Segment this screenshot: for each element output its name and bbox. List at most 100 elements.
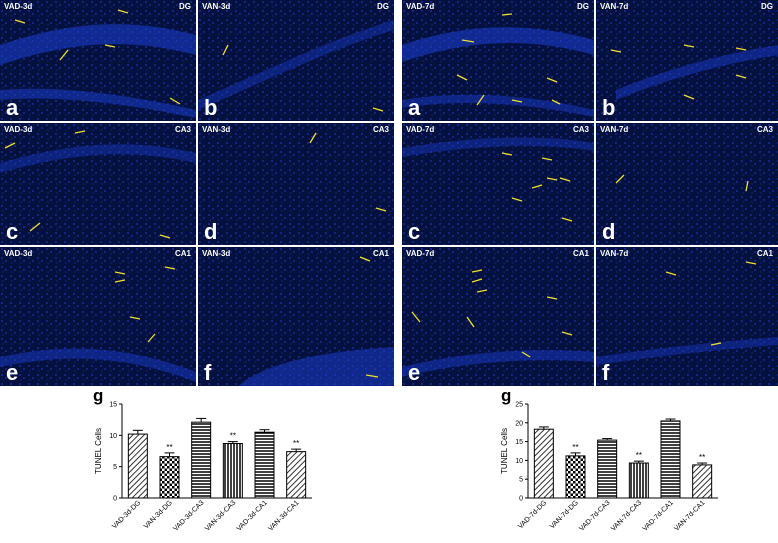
micrograph-panel-right-f: VAN-7d CA1 f (596, 247, 778, 386)
significance-label: ** (699, 453, 705, 462)
arrows-overlay (610, 44, 747, 100)
y-tick-label: 25 (515, 402, 523, 409)
micrograph-panel-right-d: VAN-7d CA3 d (596, 123, 778, 245)
arrows-overlay (114, 266, 176, 343)
panel-condition-label: VAD-3d (4, 249, 33, 258)
panel-condition-label: VAD-3d (4, 2, 33, 11)
bar (254, 431, 275, 499)
panel-region-label: CA3 (572, 125, 589, 134)
chart-panel-label: g (501, 386, 512, 405)
chart-panel-label: g (93, 386, 104, 405)
tunel-bar-chart-3d: TUNEL Cells051015VAD-3d-DG**VAN-3d-DGVAD… (94, 402, 312, 533)
panel-condition-label: VAD-7d (406, 249, 435, 258)
y-tick-label: 20 (515, 420, 523, 427)
micrograph-texture (0, 123, 196, 245)
panel-region-label: CA1 (174, 249, 191, 258)
micrograph-texture (596, 0, 778, 121)
panel-letter: c (408, 219, 421, 244)
bar (159, 456, 180, 499)
panel-letter: b (204, 95, 218, 120)
panel-condition-label: VAN-3d (202, 2, 231, 11)
panel-region-label: CA1 (756, 249, 773, 258)
significance-label: ** (572, 443, 578, 452)
significance-label: ** (293, 439, 299, 448)
micrograph-panel-right-e: VAD-7d CA1 e (402, 247, 594, 386)
y-tick-label: 0 (113, 496, 117, 503)
x-tick-label: VAN-3d-DG (143, 499, 174, 530)
arrows-overlay (411, 269, 573, 358)
panel-region-label: DG (179, 2, 191, 11)
panel-condition-label: VAN-7d (600, 2, 629, 11)
micrograph-texture (402, 0, 594, 121)
panel-condition-label: VAD-7d (406, 125, 435, 134)
x-tick-label: VAN-3d-CA3 (204, 499, 237, 532)
x-tick-label: VAD-7d-CA3 (578, 499, 611, 532)
micrograph-panel-left-c: VAD-3d CA3 c (0, 123, 196, 245)
y-tick-label: 10 (515, 458, 523, 465)
y-tick-label: 5 (519, 477, 523, 484)
x-tick-label: VAD-7d-CA1 (642, 499, 675, 532)
x-tick-label: VAD-7d-DG (517, 499, 548, 530)
x-tick-label: VAD-3d-CA1 (236, 499, 269, 532)
arrows-overlay (615, 174, 749, 192)
micrograph-panel-left-e: VAD-3d CA1 e (0, 247, 196, 386)
panel-letter: d (602, 219, 616, 244)
bar (565, 455, 586, 499)
micrograph-texture (198, 123, 394, 245)
y-tick-label: 5 (113, 464, 117, 471)
panel-letter: e (6, 360, 19, 385)
y-axis-label: TUNEL Cells (500, 428, 509, 474)
bar (692, 464, 713, 499)
panel-letter: f (204, 360, 212, 385)
panel-region-label: CA1 (372, 249, 389, 258)
micrograph-texture (402, 247, 594, 386)
y-tick-label: 15 (109, 402, 117, 409)
x-tick-label: VAN-3d-CA1 (267, 499, 300, 532)
arrows-overlay (14, 9, 181, 105)
arrows-overlay (222, 44, 384, 112)
micrograph-panel-right-a: VAD-7d DG a (402, 0, 594, 121)
micrograph-texture (0, 247, 196, 386)
panel-letter: c (6, 219, 19, 244)
micrograph-texture (0, 0, 196, 121)
micrograph-panel-left-b: VAN-3d DG b (198, 0, 394, 121)
arrows-overlay (359, 256, 379, 378)
bar (628, 462, 649, 499)
panel-letter: e (408, 360, 421, 385)
panel-letter: a (408, 95, 421, 120)
panel-letter: b (602, 95, 616, 120)
panel-letter: d (204, 219, 218, 244)
y-tick-label: 0 (519, 496, 523, 503)
micrograph-panel-left-f: VAN-3d CA1 f (198, 247, 394, 386)
micrograph-texture (596, 247, 778, 386)
x-tick-label: VAD-3d-CA3 (172, 499, 205, 532)
panel-condition-label: VAD-3d (4, 125, 33, 134)
x-tick-label: VAN-7d-CA3 (610, 499, 643, 532)
micrograph-panel-left-a: VAD-3d DG a (0, 0, 196, 121)
bar (191, 421, 212, 499)
panel-condition-label: VAN-3d (202, 249, 231, 258)
y-tick-label: 15 (515, 439, 523, 446)
bar (533, 428, 554, 499)
x-tick-label: VAN-7d-DG (549, 499, 580, 530)
bar (127, 433, 148, 499)
significance-label: ** (230, 432, 236, 441)
panel-region-label: DG (577, 2, 589, 11)
micrograph-texture (198, 0, 394, 121)
significance-label: ** (166, 443, 172, 452)
panel-letter: a (6, 95, 19, 120)
arrows-overlay (309, 132, 387, 212)
micrograph-panel-left-d: VAN-3d CA3 d (198, 123, 394, 245)
panel-region-label: DG (761, 2, 773, 11)
panel-region-label: CA3 (756, 125, 773, 134)
panel-letter: f (602, 360, 610, 385)
panel-condition-label: VAN-3d (202, 125, 231, 134)
panel-region-label: CA1 (572, 249, 589, 258)
panel-region-label: CA3 (174, 125, 191, 134)
tunel-bar-chart-7d: TUNEL Cells 0 5 10 15 20 25 VAD-7d-DG ** VAN-7d-D… (500, 402, 718, 533)
micrograph-panel-right-c: VAD-7d CA3 c (402, 123, 594, 245)
arrows-overlay (456, 13, 561, 106)
panel-region-label: CA3 (372, 125, 389, 134)
bar (660, 420, 681, 499)
panel-condition-label: VAN-7d (600, 125, 629, 134)
